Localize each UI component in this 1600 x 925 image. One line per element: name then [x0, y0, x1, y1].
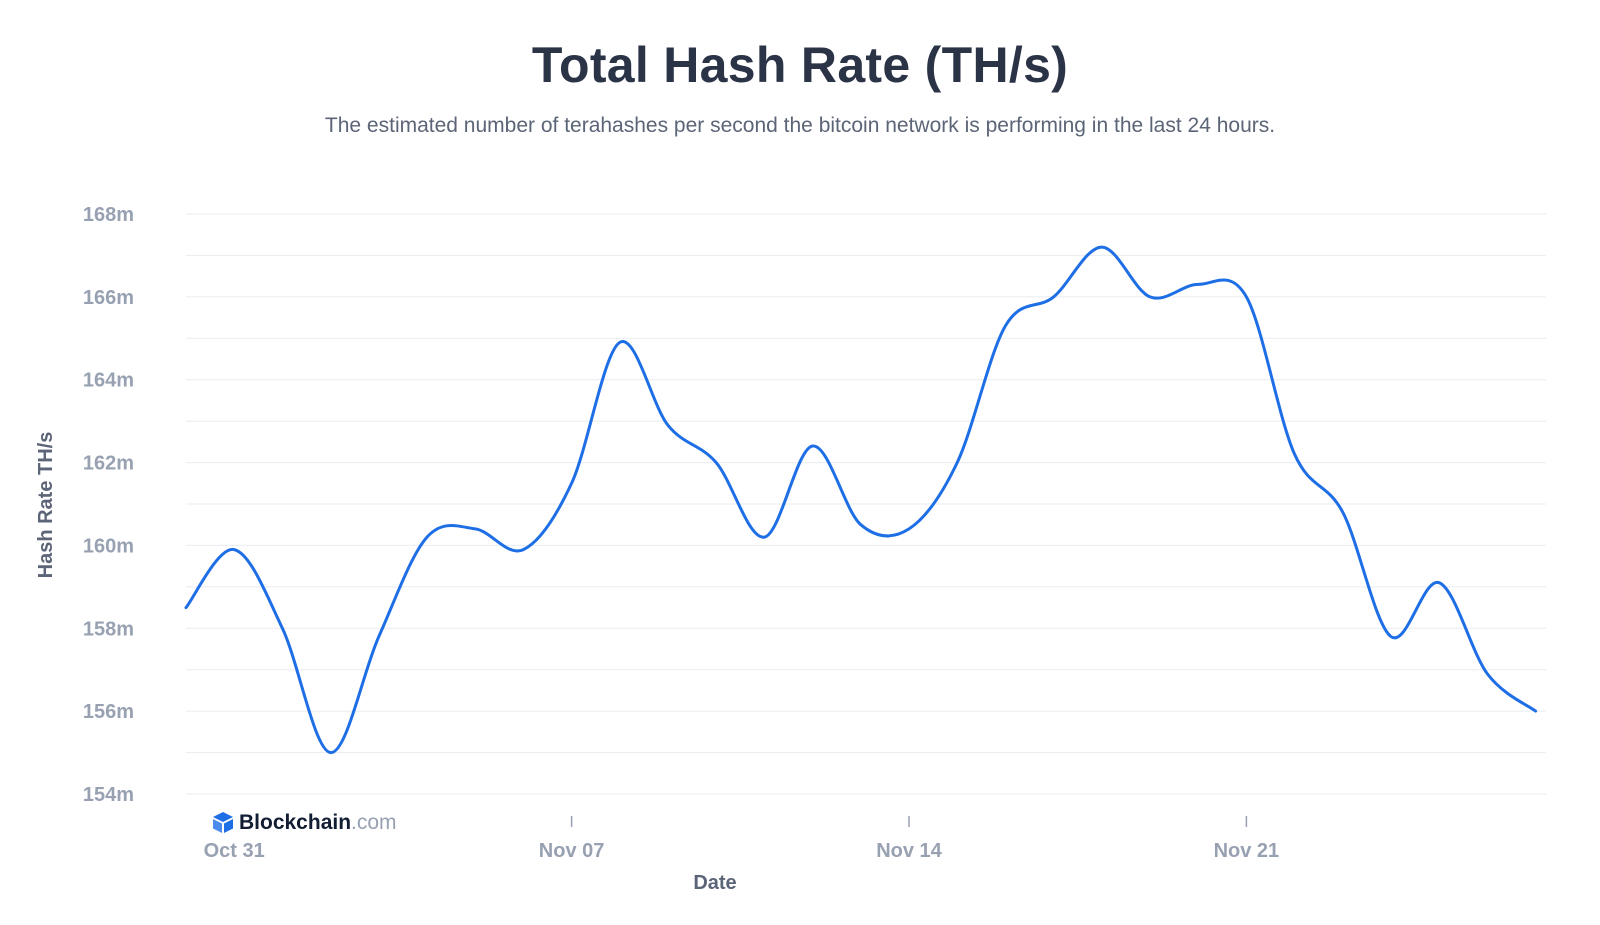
- x-tick-label: Nov 21: [1214, 840, 1280, 862]
- y-tick-label: 158m: [83, 618, 134, 640]
- x-axis-label: Date: [693, 872, 736, 894]
- grid-lines: [186, 213, 1546, 795]
- chart-title: Total Hash Rate (TH/s): [531, 37, 1069, 93]
- y-tick-label: 154m: [83, 784, 134, 806]
- x-tick-label: Nov 07: [539, 840, 605, 862]
- brand-name: Blockchain: [239, 811, 351, 834]
- blockchain-logo-icon: [213, 812, 233, 833]
- y-tick-label: 156m: [83, 701, 134, 723]
- chart-subtitle: The estimated number of terahashes per s…: [324, 114, 1276, 137]
- y-tick-label: 166m: [83, 287, 134, 309]
- y-axis-ticks: 154m 156m 158m 160m 162m 164m 166m 168m: [83, 204, 134, 806]
- y-axis-label: Hash Rate TH/s: [35, 432, 57, 579]
- series-line: [184, 245, 1538, 755]
- brand-watermark: Blockchain.com: [213, 811, 397, 834]
- x-tick-label: Oct 31: [204, 840, 265, 862]
- y-tick-label: 168m: [83, 204, 134, 226]
- x-axis-ticks: Oct 31 Nov 07 Nov 14 Nov 21: [204, 816, 1280, 862]
- y-tick-label: 162m: [83, 453, 134, 475]
- brand-suffix: .com: [351, 811, 397, 834]
- svg-text:Blockchain.com: Blockchain.com: [239, 811, 397, 834]
- y-tick-label: 164m: [83, 370, 134, 392]
- y-tick-label: 160m: [83, 535, 134, 557]
- x-tick-label: Nov 14: [876, 840, 942, 862]
